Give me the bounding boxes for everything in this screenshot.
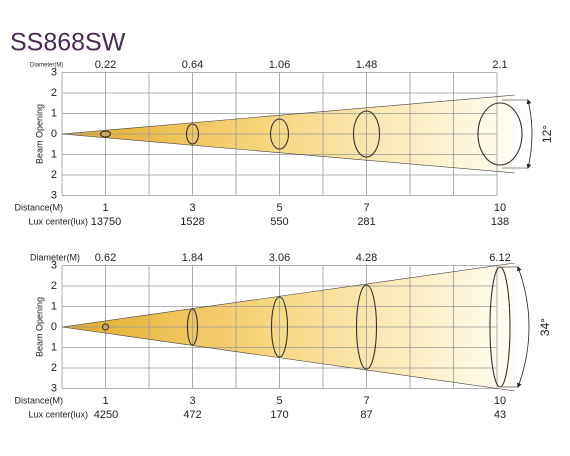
diameter-value: 1.48	[356, 59, 377, 71]
diameter-label: Diameter(M)	[30, 63, 63, 69]
beam-edge	[61, 262, 516, 328]
beam-ellipse	[101, 323, 110, 331]
beam-ellipse	[186, 308, 199, 346]
diameter-label: Diameter(M)	[30, 252, 80, 262]
lux-value: 4250	[94, 409, 118, 421]
lux-value: 13750	[91, 216, 122, 228]
beam-ellipse	[269, 118, 290, 150]
y-tick-label: 2	[51, 362, 57, 374]
distance-value: 3	[189, 395, 195, 407]
diameter-value: 2.1	[492, 59, 507, 71]
distance-value: 1	[102, 395, 108, 407]
distance-value: 5	[276, 202, 282, 214]
lux-label: Lux center(lux)	[28, 216, 88, 226]
beam-ellipse	[352, 110, 381, 158]
distance-label: Distance(M)	[14, 395, 63, 405]
y-tick-label: 2	[51, 87, 57, 99]
diameter-value: 0.62	[95, 252, 116, 264]
distance-value: 5	[276, 395, 282, 407]
y-tick-label: 0	[51, 321, 57, 333]
lux-value: 170	[270, 409, 288, 421]
diameter-value: 1.06	[269, 59, 290, 71]
y-tick-label: 2	[51, 169, 57, 181]
beam-ellipse	[355, 284, 378, 370]
y-tick-label: 3	[51, 259, 57, 271]
lux-value: 472	[183, 409, 201, 421]
beam-edge	[61, 133, 516, 174]
diameter-value: 4.28	[356, 252, 377, 264]
beam-ellipse	[270, 296, 289, 358]
distance-label: Distance(M)	[14, 202, 63, 212]
y-tick-label: 1	[51, 341, 57, 353]
distance-value: 1	[102, 202, 108, 214]
distance-value: 10	[494, 395, 506, 407]
angle-label: 34°	[538, 318, 552, 336]
distance-value: 10	[494, 202, 506, 214]
lux-value: 281	[357, 216, 375, 228]
y-tick-label: 3	[51, 189, 57, 201]
beam-ellipse	[185, 123, 200, 145]
lux-value: 550	[270, 216, 288, 228]
beam-ellipse	[99, 130, 112, 138]
diameter-value: 3.06	[269, 252, 290, 264]
y-tick-label: 0	[51, 128, 57, 140]
lux-value: 138	[491, 216, 509, 228]
lux-value: 1528	[180, 216, 204, 228]
angle-arc	[526, 99, 533, 169]
diameter-value: 0.64	[182, 59, 203, 71]
diameter-value: 6.12	[489, 252, 510, 264]
y-tick-label: 1	[51, 107, 57, 119]
distance-value: 7	[363, 395, 369, 407]
diameter-value: 0.22	[95, 59, 116, 71]
axis-label: Beam Opening	[34, 104, 44, 164]
beam-ellipse	[477, 102, 523, 166]
angle-arc	[517, 266, 530, 388]
lux-label: Lux center(lux)	[28, 409, 88, 419]
y-tick-label: 1	[51, 300, 57, 312]
lux-value: 43	[494, 409, 506, 421]
title: SS868SW	[10, 29, 126, 57]
y-tick-label: 3	[51, 382, 57, 394]
distance-value: 7	[363, 202, 369, 214]
beam-ellipse	[489, 266, 511, 388]
angle-label: 12°	[540, 125, 554, 143]
axis-label: Beam Opening	[34, 297, 44, 357]
lux-value: 87	[360, 409, 372, 421]
y-tick-label: 1	[51, 148, 57, 160]
beam-edge	[61, 94, 516, 135]
diameter-value: 1.84	[182, 252, 203, 264]
y-tick-label: 2	[51, 280, 57, 292]
distance-value: 3	[189, 202, 195, 214]
y-tick-label: 3	[51, 66, 57, 78]
beam-edge	[61, 326, 516, 392]
